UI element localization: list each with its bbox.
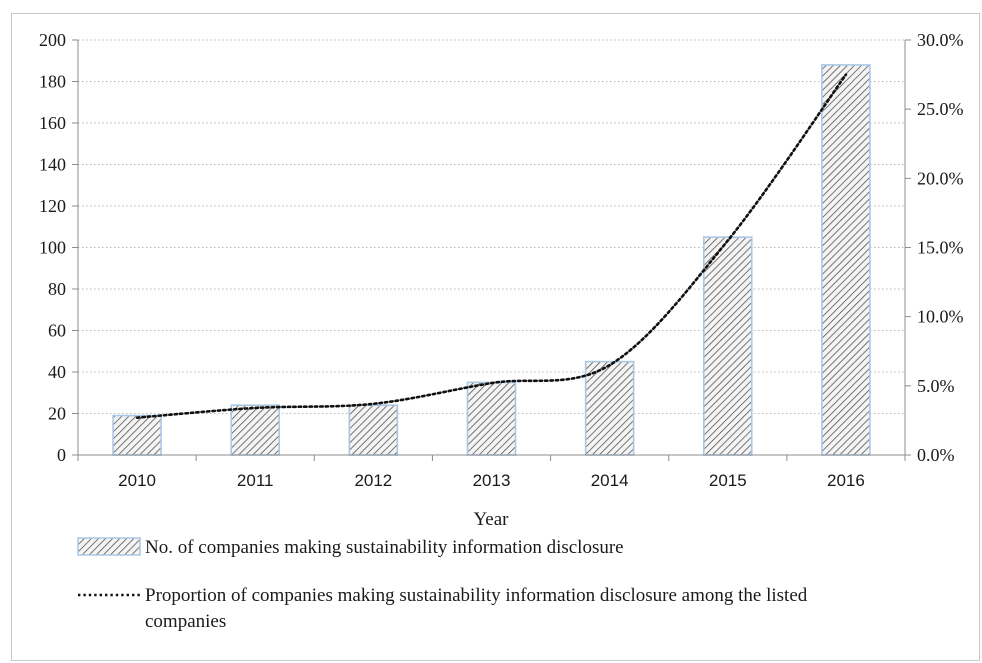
x-tick-label: 2016 [827,471,865,490]
x-tick-label: 2014 [591,471,629,490]
y-right-tick-label: 5.0% [917,376,955,396]
y-right-tick-label: 10.0% [917,307,964,327]
y-right-tick-label: 20.0% [917,168,964,188]
bar [112,414,162,456]
bar [466,381,517,456]
x-tick-label: 2012 [354,471,392,490]
y-right-tick-label: 25.0% [917,99,964,119]
chart-frame [11,13,980,661]
gridlines [78,39,905,414]
bar [702,236,753,456]
y-left-tick-label: 20 [48,404,66,424]
bar-series [112,64,871,456]
bar [230,404,281,456]
line-series [135,73,848,419]
x-axis-ticks: 2010 2011 2012 2013 2014 2015 2016 [118,471,865,490]
x-axis-label: Year [473,509,509,530]
y-right-tick-label: 30.0% [917,30,964,50]
legend: No. of companies making sustainability i… [77,537,808,632]
y-left-tick-label: 100 [39,238,66,258]
x-tick-label: 2010 [118,471,156,490]
legend-bar-label: No. of companies making sustainability i… [145,537,624,558]
x-tick-label: 2013 [473,471,511,490]
axes [72,39,911,461]
right-y-axis-ticks: 0.0% 5.0% 10.0% 15.0% 20.0% 25.0% 30.0% [917,30,964,465]
bar [584,360,635,456]
y-left-tick-label: 80 [48,279,66,299]
y-left-tick-label: 60 [48,321,66,341]
y-left-tick-label: 40 [48,362,66,382]
legend-line-label-line1: Proportion of companies making sustainab… [145,585,808,606]
y-left-tick-label: 200 [39,30,66,50]
legend-bar-swatch [77,537,141,556]
bar [821,64,871,456]
x-tick-label: 2011 [237,471,274,490]
y-left-tick-label: 160 [39,113,66,133]
y-right-tick-label: 0.0% [917,445,955,465]
y-left-tick-label: 140 [39,155,66,175]
y-left-tick-label: 120 [39,196,66,216]
y-right-tick-label: 15.0% [917,238,964,258]
left-y-axis-ticks: 0 20 40 60 80 100 120 140 160 180 200 [39,30,66,465]
y-left-tick-label: 180 [39,72,66,92]
y-left-tick-label: 0 [57,445,66,465]
bar [348,404,399,456]
legend-line-label-line2: companies [145,611,226,632]
x-tick-label: 2015 [709,471,747,490]
proportion-line [135,73,848,419]
